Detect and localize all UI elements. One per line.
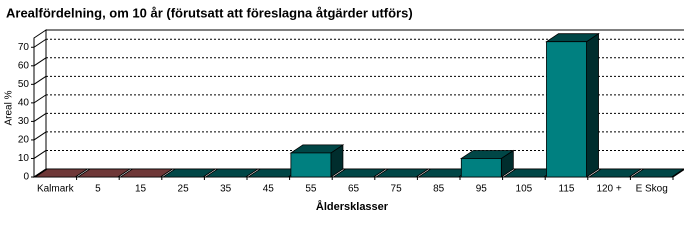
x-tick-label: 25 (178, 184, 190, 195)
x-tick-label: 85 (433, 184, 445, 195)
y-tick-label: 70 (18, 42, 30, 53)
x-tick-label: 95 (476, 184, 488, 195)
bar (290, 152, 332, 178)
grid-line (33, 57, 47, 67)
x-tick-label: 35 (220, 184, 232, 195)
x-tick-label: 120 + (596, 184, 621, 195)
y-tick-label: 0 (23, 172, 29, 183)
bar-top (161, 168, 217, 178)
x-tick-label: 105 (516, 184, 533, 195)
x-tick-label: 45 (263, 184, 275, 195)
y-tick-label: 20 (18, 135, 30, 146)
bar-top (119, 168, 174, 178)
x-tick-label: 75 (391, 184, 403, 195)
grid-line (33, 94, 47, 104)
y-tick-label: 10 (18, 153, 30, 164)
bar-top (76, 168, 132, 178)
bar (460, 158, 502, 178)
y-tick-label: 30 (18, 116, 30, 127)
x-tick-label: 65 (348, 184, 360, 195)
bar-top (204, 168, 260, 178)
grid-line (33, 150, 47, 159)
bar-top (332, 168, 387, 178)
grid-line (33, 168, 47, 178)
chart: Arealfördelning, om 10 år (förutsatt att… (3, 5, 684, 213)
y-tick-label: 50 (18, 79, 30, 90)
bar-top (587, 168, 643, 178)
x-tick-label: Kalmark (37, 184, 75, 195)
y-tick-label: 40 (18, 98, 30, 109)
x-axis-label: Åldersklasser (316, 200, 389, 213)
x-tick-label: 15 (135, 184, 147, 195)
x-tick-label: 115 (559, 184, 575, 195)
grid-line (33, 38, 47, 48)
bar (546, 41, 587, 178)
chart-title: Arealfördelning, om 10 år (förutsatt att… (6, 5, 413, 20)
x-tick-label: 55 (305, 184, 317, 195)
grid-line (33, 75, 47, 85)
bar-top (33, 168, 89, 178)
x-tick-label: E Skog (636, 184, 668, 195)
bar-side (586, 32, 599, 178)
y-tick-label: 60 (18, 60, 30, 71)
y-axis-label: Areal % (4, 90, 15, 125)
bar-top (374, 168, 430, 178)
grid-line (33, 131, 47, 141)
grid-line (33, 112, 47, 122)
x-tick-label: 5 (95, 184, 101, 195)
